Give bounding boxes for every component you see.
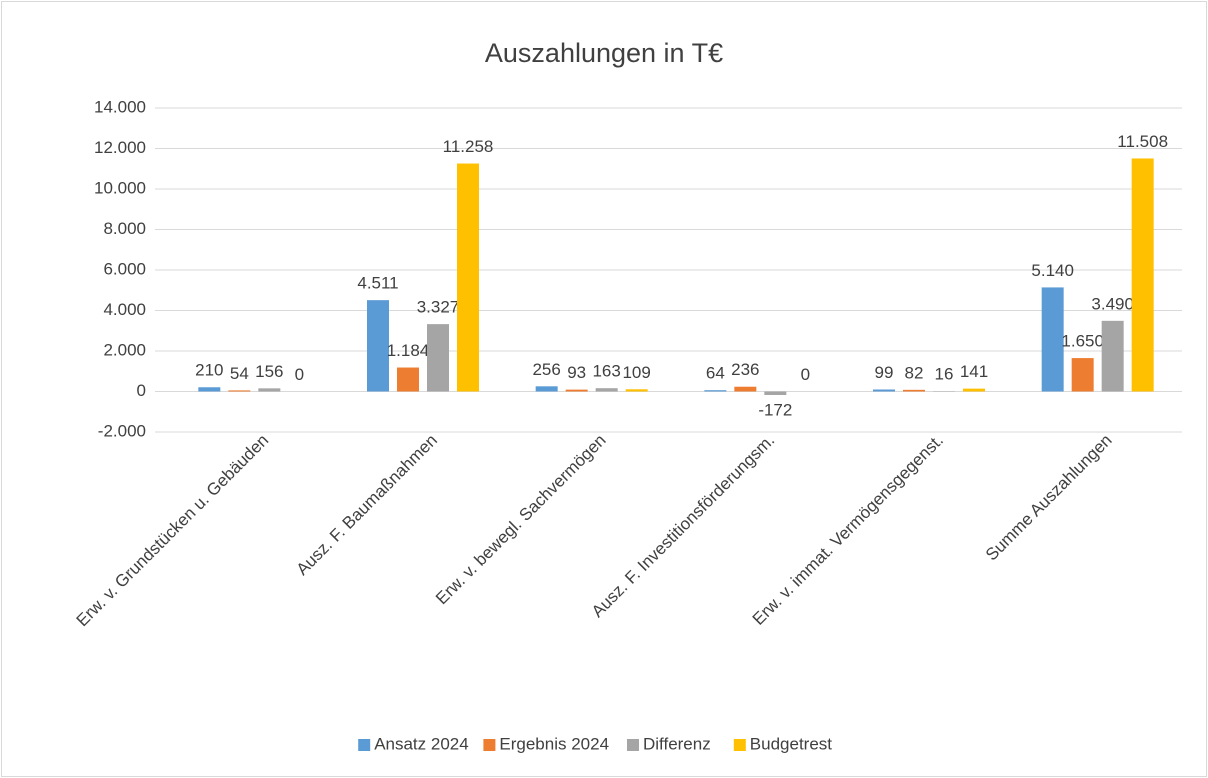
bar [595, 388, 618, 392]
bar [565, 389, 588, 392]
bar [1071, 358, 1094, 392]
y-tick-label: -2.000 [98, 421, 146, 440]
bar [1101, 320, 1124, 392]
y-tick-label: 2.000 [103, 340, 146, 359]
data-label: 54 [230, 364, 249, 383]
legend-swatch [358, 739, 371, 751]
legend-label: Budgetrest [750, 734, 832, 753]
bar [704, 390, 727, 392]
y-tick-label: 8.000 [103, 219, 146, 238]
legend-label: Ergebnis 2024 [499, 734, 609, 753]
data-label: 3.327 [417, 298, 460, 317]
data-label: 93 [567, 363, 586, 382]
data-label: 64 [706, 364, 725, 383]
data-label: -172 [758, 400, 792, 419]
legend-swatch [733, 739, 746, 751]
data-label: 1.650 [1061, 332, 1104, 351]
bar [734, 386, 757, 392]
bar [228, 390, 251, 392]
data-label: 0 [295, 365, 304, 384]
bar [457, 163, 479, 392]
data-label: 0 [801, 365, 810, 384]
data-label: 3.490 [1091, 294, 1134, 313]
bar [764, 391, 787, 395]
data-label: 141 [960, 362, 988, 381]
y-tick-label: 0 [137, 381, 146, 400]
data-label: 163 [592, 362, 620, 381]
data-label: 5.140 [1031, 261, 1074, 280]
bar [1131, 158, 1154, 392]
bar [535, 386, 558, 392]
y-tick-label: 6.000 [103, 259, 146, 278]
data-label: 99 [875, 363, 894, 382]
bar [427, 324, 449, 392]
bar [873, 389, 895, 392]
legend-swatch [627, 739, 639, 751]
y-tick-label: 12.000 [94, 138, 146, 157]
bar [367, 300, 389, 392]
data-label: 4.511 [357, 274, 398, 293]
chart-title: Auszahlungen in T€ [485, 38, 723, 68]
bar [903, 389, 925, 392]
data-label: 82 [905, 363, 924, 382]
data-label: 156 [255, 362, 283, 381]
data-label: 11.258 [443, 137, 494, 156]
legend-label: Ansatz 2024 [374, 734, 469, 753]
y-tick-label: 10.000 [94, 178, 146, 197]
bar [963, 388, 985, 392]
legend-label: Differenz [643, 734, 711, 753]
bar [198, 387, 221, 392]
y-tick-label: 14.000 [94, 97, 146, 116]
data-label: 236 [731, 360, 759, 379]
bar [1041, 287, 1064, 392]
data-label: 1.184 [387, 341, 430, 360]
y-tick-label: 4.000 [103, 300, 146, 319]
data-label: 256 [532, 360, 560, 379]
bar [625, 389, 648, 392]
data-label: 210 [195, 361, 223, 380]
data-label: 109 [622, 363, 650, 382]
bar [258, 388, 281, 392]
legend-swatch [483, 739, 496, 751]
data-label: 16 [935, 365, 954, 384]
data-label: 11.508 [1117, 132, 1168, 151]
bar [397, 367, 419, 392]
